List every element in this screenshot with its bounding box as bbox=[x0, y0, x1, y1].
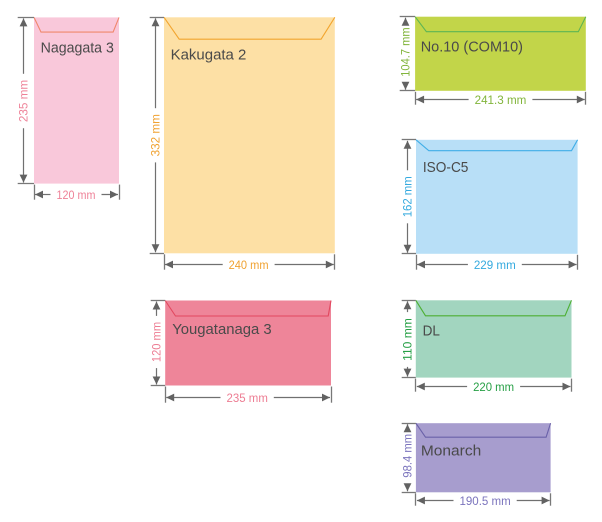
svg-text:DL: DL bbox=[423, 323, 440, 340]
svg-text:110 mm: 110 mm bbox=[401, 318, 415, 361]
svg-text:241.3 mm: 241.3 mm bbox=[475, 93, 527, 107]
svg-text:190.5 mm: 190.5 mm bbox=[460, 494, 511, 508]
svg-text:120 mm: 120 mm bbox=[57, 188, 96, 202]
svg-text:332 mm: 332 mm bbox=[149, 114, 163, 156]
svg-text:162 mm: 162 mm bbox=[401, 176, 415, 217]
svg-text:Kakugata 2: Kakugata 2 bbox=[171, 46, 247, 63]
svg-text:120 mm: 120 mm bbox=[150, 322, 164, 362]
svg-text:229 mm: 229 mm bbox=[474, 258, 516, 272]
svg-text:235 mm: 235 mm bbox=[227, 391, 268, 405]
svg-text:104.7 mm: 104.7 mm bbox=[399, 27, 413, 76]
svg-text:98.4 mm: 98.4 mm bbox=[401, 434, 415, 478]
svg-text:No.10 (COM10): No.10 (COM10) bbox=[421, 39, 523, 56]
svg-text:Monarch: Monarch bbox=[421, 443, 481, 460]
svg-text:240 mm: 240 mm bbox=[229, 258, 269, 272]
svg-text:Nagagata 3: Nagagata 3 bbox=[41, 40, 114, 57]
svg-text:235 mm: 235 mm bbox=[17, 80, 31, 122]
svg-text:Yougatanaga 3: Yougatanaga 3 bbox=[172, 321, 272, 338]
svg-text:220 mm: 220 mm bbox=[473, 380, 514, 394]
svg-text:ISO-C5: ISO-C5 bbox=[423, 159, 469, 176]
